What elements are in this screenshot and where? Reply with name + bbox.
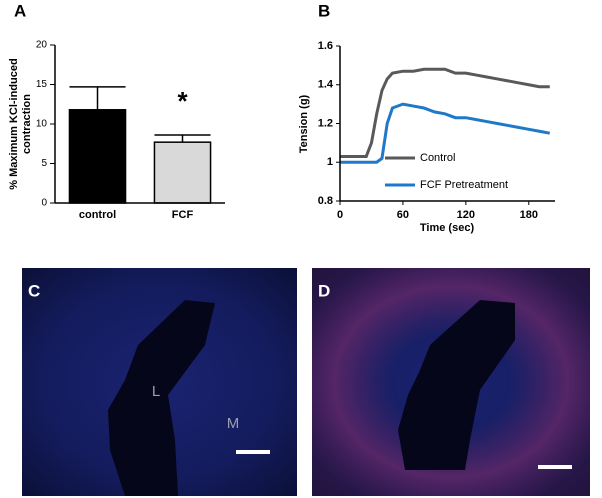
- x-tick-label: control: [79, 209, 116, 221]
- micrograph: [312, 268, 590, 496]
- panel-label: A: [14, 1, 26, 20]
- scale-bar: [236, 450, 270, 454]
- bar: [153, 141, 212, 204]
- x-tick-label: 0: [337, 209, 343, 221]
- y-tick-label: 0: [41, 198, 47, 209]
- legend-label: FCF Pretreatment: [420, 179, 508, 191]
- x-tick-label: FCF: [172, 209, 194, 221]
- line-series: [340, 67, 550, 158]
- y-tick-label: 1.4: [318, 79, 334, 91]
- y-tick-label: 15: [36, 79, 48, 90]
- y-axis-label: Tension (g): [298, 94, 310, 153]
- y-tick-label: 1.2: [318, 117, 333, 129]
- lumen: [398, 300, 515, 470]
- line-series: [340, 102, 551, 164]
- lumen: [108, 300, 215, 496]
- bar: [68, 109, 127, 204]
- region-label: M: [227, 415, 240, 432]
- y-tick-label: 5: [41, 158, 47, 169]
- significance-marker: *: [177, 86, 188, 116]
- panel-label: C: [28, 281, 40, 300]
- y-tick-label: 10: [36, 119, 48, 130]
- y-tick-label: 20: [36, 40, 48, 51]
- legend-label: Control: [420, 152, 455, 164]
- x-tick-label: 60: [397, 209, 409, 221]
- y-tick-label: 1: [327, 156, 333, 168]
- micrograph: [22, 268, 297, 496]
- x-axis-label: Time (sec): [420, 222, 475, 234]
- x-tick-label: 180: [520, 209, 538, 221]
- region-label: L: [152, 383, 160, 400]
- x-tick-label: 120: [457, 209, 475, 221]
- panel-label: B: [318, 1, 330, 20]
- y-axis-label: contraction: [21, 94, 33, 154]
- y-tick-label: 1.6: [318, 40, 333, 52]
- y-tick-label: 0.8: [318, 195, 333, 207]
- scale-bar: [538, 465, 572, 469]
- y-axis-label: % Maximum KCl-induced: [8, 58, 20, 189]
- panel-label: D: [318, 281, 330, 300]
